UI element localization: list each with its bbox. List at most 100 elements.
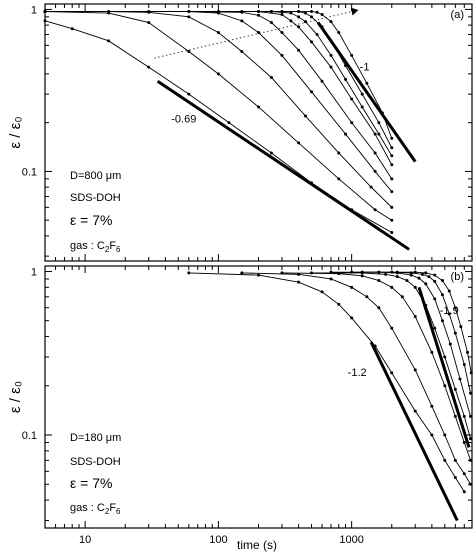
data-point — [310, 40, 314, 44]
gas-part: F — [109, 502, 116, 514]
data-point — [430, 350, 434, 354]
data-point — [329, 20, 333, 24]
data-point — [413, 315, 417, 319]
series-group-b — [187, 270, 473, 494]
data-point — [216, 31, 220, 35]
data-point — [453, 414, 457, 418]
data-point — [390, 218, 394, 222]
data-point — [70, 27, 74, 31]
data-point — [257, 273, 260, 277]
data-point — [187, 92, 191, 96]
gas-part: 2 — [105, 245, 110, 254]
data-point — [443, 458, 447, 462]
data-point — [365, 295, 369, 299]
y-tick-label: 0.1 — [22, 166, 37, 178]
data-point — [227, 121, 231, 125]
gas-part: 6 — [116, 245, 121, 254]
data-point — [337, 151, 341, 155]
data-point — [465, 350, 469, 354]
data-point — [377, 306, 381, 310]
data-point — [469, 391, 473, 395]
data-point — [337, 31, 341, 35]
data-point — [329, 270, 333, 274]
data-point — [443, 433, 447, 437]
data-point — [360, 270, 364, 274]
data-point — [315, 33, 319, 37]
data-point — [390, 205, 394, 209]
annotation-surfactant: SDS-DOH — [70, 192, 121, 204]
series-line — [45, 11, 393, 192]
data-point — [453, 306, 457, 310]
arrow-head — [350, 7, 359, 16]
data-point — [297, 141, 301, 145]
data-point — [369, 185, 373, 189]
data-point — [280, 53, 284, 57]
data-point — [373, 169, 377, 173]
data-point — [43, 10, 47, 14]
data-point — [303, 11, 307, 15]
annotations-a: D=800 μm SDS-DOH ε = 7% gas : C2F6 — [70, 170, 121, 254]
data-point — [469, 437, 473, 441]
data-point — [297, 280, 301, 284]
data-point — [443, 384, 447, 388]
data-point — [420, 272, 424, 276]
data-point — [344, 77, 348, 81]
data-point — [280, 271, 284, 275]
data-point — [413, 368, 417, 372]
series-line — [351, 271, 471, 394]
gas-part: gas : C — [70, 240, 105, 252]
gas-part: 2 — [105, 507, 110, 516]
data-point — [462, 472, 466, 476]
data-point — [187, 271, 191, 275]
y-tick-label: 1 — [31, 4, 37, 16]
data-point — [390, 163, 394, 167]
series-line — [188, 272, 465, 492]
data-point — [350, 270, 354, 274]
data-point — [453, 475, 457, 479]
data-point — [147, 65, 151, 69]
data-point — [443, 355, 447, 359]
data-point — [373, 208, 377, 212]
data-point — [433, 279, 437, 283]
data-point — [43, 19, 47, 23]
data-point — [289, 11, 293, 15]
data-point — [350, 285, 354, 289]
gas-part: 6 — [116, 507, 121, 516]
data-point — [427, 275, 431, 279]
data-point — [390, 371, 394, 375]
data-point — [350, 97, 354, 101]
data-point — [360, 105, 364, 109]
data-point — [469, 371, 473, 375]
y-tick-label: 0.1 — [22, 430, 37, 442]
data-point — [329, 277, 333, 281]
reference-lines-a: -1 -0.69 — [154, 7, 417, 251]
data-point — [297, 10, 301, 14]
data-point — [320, 79, 324, 83]
data-point — [310, 271, 314, 275]
y-tick-label: 1 — [31, 266, 37, 278]
data-point — [433, 273, 437, 277]
ticks-a: 10.1 — [22, 4, 473, 261]
data-point — [390, 154, 394, 158]
gas-part: F — [109, 240, 116, 252]
data-point — [469, 414, 473, 418]
data-point — [257, 105, 260, 109]
x-tick-label: 10 — [79, 534, 91, 546]
data-point — [147, 21, 151, 25]
data-point — [409, 273, 413, 277]
data-point — [377, 132, 381, 136]
data-point — [424, 271, 428, 275]
data-point — [360, 92, 364, 96]
data-point — [303, 20, 307, 24]
panel-label-a: (a) — [451, 9, 464, 21]
data-point — [280, 13, 284, 17]
data-point — [310, 10, 314, 14]
data-point — [257, 13, 260, 17]
gas-part: gas : C — [70, 502, 105, 514]
data-point — [350, 208, 354, 212]
data-point — [395, 270, 399, 274]
data-point — [390, 230, 394, 234]
annotation-gas: gas : C2F6 — [70, 502, 121, 516]
data-point — [329, 53, 333, 57]
